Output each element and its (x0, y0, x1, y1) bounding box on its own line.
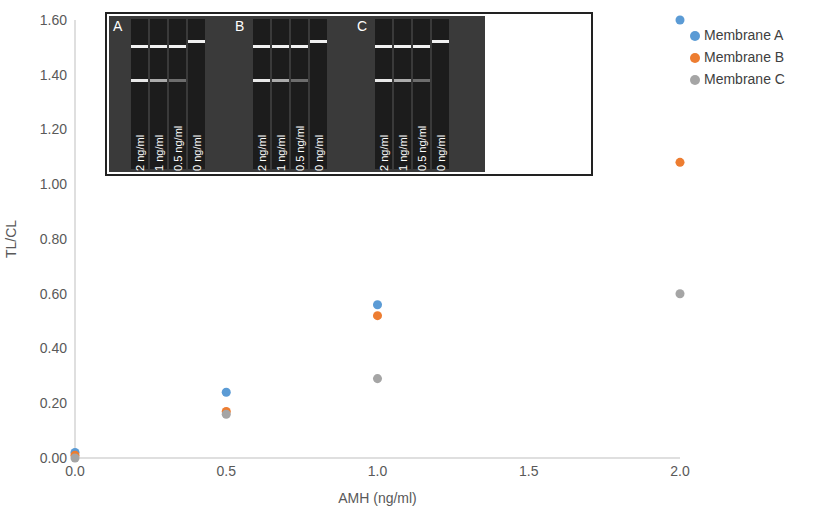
html-text:2 ng/ml: 2 ng/ml (377, 134, 390, 171)
html-text:0 ng/ml: 0 ng/ml (312, 134, 325, 171)
html-text:0.5 ng/ml: 0.5 ng/ml (293, 125, 306, 171)
svg-text:0.60: 0.60 (40, 286, 67, 302)
svg-text:AMH (ng/ml): AMH (ng/ml) (338, 490, 417, 506)
svg-text:1.00: 1.00 (40, 176, 67, 192)
svg-text:1.60: 1.60 (40, 12, 67, 28)
svg-text:1.5: 1.5 (519, 463, 539, 479)
html-text:Membrane B: Membrane B (704, 49, 785, 65)
svg-text:0.5: 0.5 (217, 463, 237, 479)
svg-text:1.40: 1.40 (40, 67, 67, 83)
svg-text:2.0: 2.0 (670, 463, 690, 479)
html-text:2 ng/ml: 2 ng/ml (133, 134, 146, 171)
svg-text:1.20: 1.20 (40, 121, 67, 137)
html-text:0 ng/ml: 0 ng/ml (190, 134, 203, 171)
html-text:2 ng/ml: 2 ng/ml (255, 134, 268, 171)
html-text:A: A (113, 18, 123, 34)
svg-text:0.20: 0.20 (40, 395, 67, 411)
html-text:1 ng/ml: 1 ng/ml (396, 134, 409, 171)
html-text:0.5 ng/ml: 0.5 ng/ml (171, 125, 184, 171)
html-text:1 ng/ml: 1 ng/ml (152, 134, 165, 171)
html-text:Membrane A: Membrane A (704, 27, 784, 43)
svg-text:0.00: 0.00 (40, 450, 67, 466)
svg-text:1.0: 1.0 (368, 463, 388, 479)
html-text:Membrane C: Membrane C (704, 71, 785, 87)
html-text:C: C (357, 18, 368, 34)
svg-text:TL/CL: TL/CL (3, 220, 19, 258)
svg-text:0.0: 0.0 (65, 463, 85, 479)
html-text:B: B (235, 18, 245, 34)
svg-text:0.80: 0.80 (40, 231, 67, 247)
svg-text:0.40: 0.40 (40, 340, 67, 356)
html-text:1 ng/ml: 1 ng/ml (274, 134, 287, 171)
html-text:0.5 ng/ml: 0.5 ng/ml (415, 125, 428, 171)
html-text:0 ng/ml: 0 ng/ml (434, 134, 447, 171)
